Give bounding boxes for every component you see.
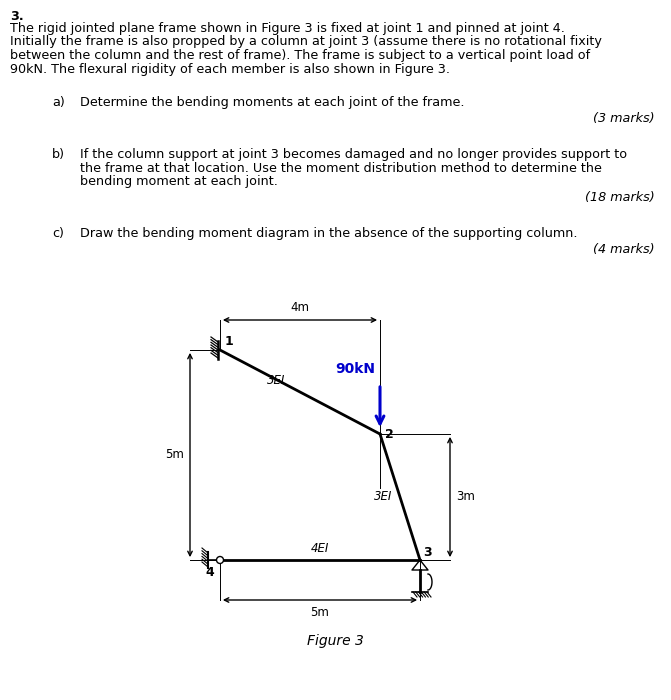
Text: c): c) <box>52 227 64 240</box>
Text: between the column and the rest of frame). The frame is subject to a vertical po: between the column and the rest of frame… <box>10 49 590 62</box>
Text: 3EI: 3EI <box>266 374 285 387</box>
Text: 3m: 3m <box>456 491 475 503</box>
Text: If the column support at joint 3 becomes damaged and no longer provides support : If the column support at joint 3 becomes… <box>80 148 627 161</box>
Text: 3EI: 3EI <box>374 491 392 503</box>
Text: 2: 2 <box>385 428 394 440</box>
Text: Draw the bending moment diagram in the absence of the supporting column.: Draw the bending moment diagram in the a… <box>80 227 578 240</box>
Text: 90kN: 90kN <box>335 362 375 376</box>
Text: 3: 3 <box>423 546 431 559</box>
Text: Initially the frame is also propped by a column at joint 3 (assume there is no r: Initially the frame is also propped by a… <box>10 36 602 48</box>
Text: Determine the bending moments at each joint of the frame.: Determine the bending moments at each jo… <box>80 96 464 109</box>
Text: Figure 3: Figure 3 <box>307 634 364 648</box>
Circle shape <box>217 556 223 564</box>
Text: b): b) <box>52 148 65 161</box>
Text: 90kN. The flexural rigidity of each member is also shown in Figure 3.: 90kN. The flexural rigidity of each memb… <box>10 62 450 76</box>
Text: 1: 1 <box>225 335 234 348</box>
Text: 5m: 5m <box>311 606 329 619</box>
Text: (3 marks): (3 marks) <box>593 112 655 125</box>
Text: The rigid jointed plane frame shown in Figure 3 is fixed at joint 1 and pinned a: The rigid jointed plane frame shown in F… <box>10 22 565 35</box>
Text: 4: 4 <box>205 566 214 579</box>
Text: bending moment at each joint.: bending moment at each joint. <box>80 175 278 188</box>
Text: a): a) <box>52 96 64 109</box>
Text: (18 marks): (18 marks) <box>585 191 655 204</box>
Text: (4 marks): (4 marks) <box>593 243 655 256</box>
Text: 4m: 4m <box>291 301 309 314</box>
Text: 3.: 3. <box>10 10 23 23</box>
Text: 5m: 5m <box>165 449 184 461</box>
Text: 4EI: 4EI <box>311 542 329 555</box>
Text: the frame at that location. Use the moment distribution method to determine the: the frame at that location. Use the mome… <box>80 162 602 174</box>
